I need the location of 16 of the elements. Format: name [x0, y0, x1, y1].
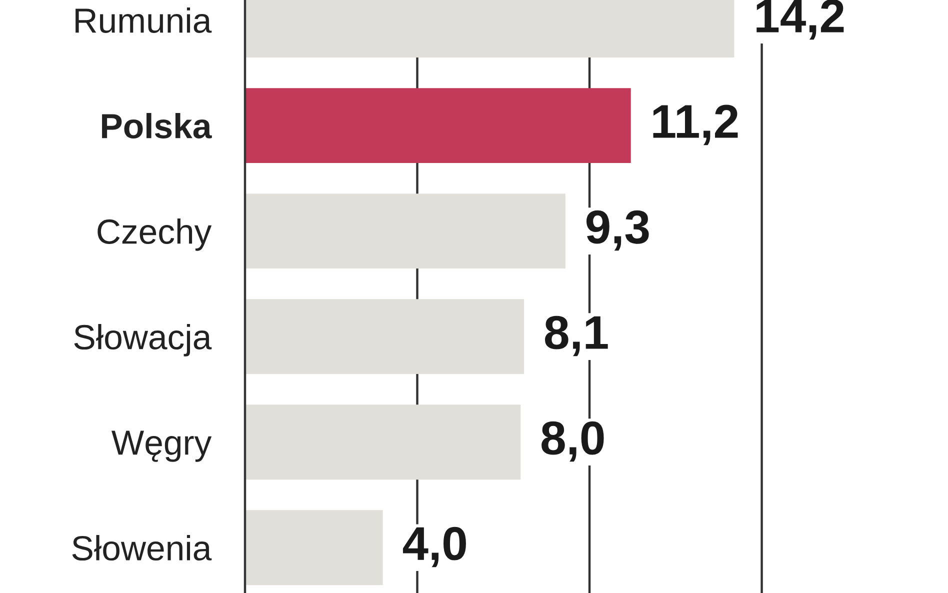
data-label: 4,0 — [402, 526, 466, 568]
data-label: 8,1 — [545, 316, 608, 356]
y-tick-label: Węgry — [112, 430, 212, 462]
bar — [245, 510, 383, 586]
y-tick-label: Słowenia — [72, 535, 212, 561]
data-label: 11,2 — [653, 104, 738, 146]
data-label: 8,0 — [542, 421, 604, 462]
y-tick-label: Polska — [102, 112, 212, 138]
bar — [245, 88, 631, 164]
y-tick-label: Słowacja — [74, 324, 212, 356]
data-label: 9,3 — [586, 210, 649, 251]
y-tick-label: Rumunia — [76, 7, 212, 33]
bar — [245, 404, 521, 480]
y-tick-label: Czechy — [98, 218, 212, 251]
bar — [245, 194, 566, 269]
bar — [245, 299, 524, 374]
